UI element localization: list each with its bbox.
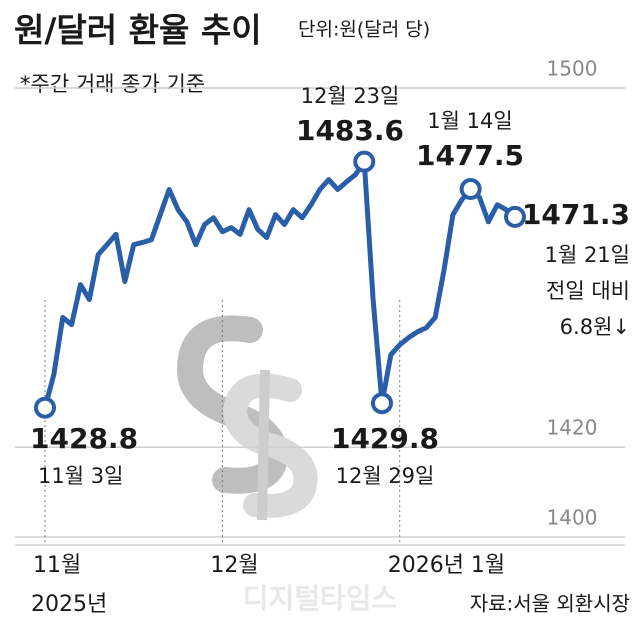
x-tick-label: 12월: [210, 553, 258, 578]
subtitle: *주간 거래 종가 기준: [20, 72, 205, 96]
value-label: 1477.5: [416, 139, 524, 172]
source: 자료:서울 외환시장: [470, 592, 630, 616]
date-label: 1월 21일: [545, 243, 630, 267]
date-label: 1월 14일: [427, 109, 512, 133]
point-marker: [459, 178, 482, 201]
chart-title: 원/달러 환율 추이: [14, 11, 262, 50]
date-label: 11월 3일: [38, 464, 123, 488]
point-marker: [353, 150, 376, 173]
y-tick-label: 1500: [547, 57, 598, 81]
change-label: 전일 대비: [546, 279, 630, 303]
x-tick-label: 11월: [33, 553, 81, 578]
point-marker: [34, 396, 56, 419]
point-marker: [504, 205, 526, 228]
watermark: 디지털타임스: [243, 582, 398, 615]
dollar-face: [222, 373, 318, 518]
value-label: 1428.8: [30, 422, 138, 455]
y-tick-label: 1400: [547, 506, 598, 530]
point-marker: [370, 392, 393, 415]
value-label: 1483.6: [296, 114, 404, 147]
date-label: 12월 29일: [336, 464, 435, 488]
dollar-icon: [176, 315, 318, 521]
change-value: 6.8원↓: [560, 315, 630, 339]
unit-label: 단위:원(달러 당): [298, 19, 430, 41]
value-label: 1471.3: [522, 198, 630, 231]
y-tick-label: 1420: [547, 416, 598, 440]
line-series: [42, 159, 517, 409]
year-label: 2025년: [31, 592, 107, 617]
value-label: 1429.8: [331, 422, 439, 455]
dollar-bar: [257, 369, 270, 521]
x-tick-label: 2026년 1월: [388, 553, 505, 578]
date-label: 12월 23일: [301, 84, 400, 108]
